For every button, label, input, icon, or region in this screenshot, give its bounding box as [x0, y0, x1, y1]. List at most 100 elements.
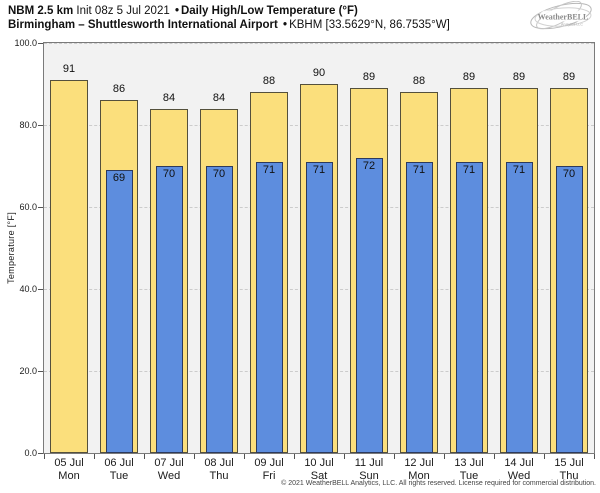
- chart-title-block: NBM 2.5 km Init 08z 5 Jul 2021 • Daily Hi…: [8, 4, 450, 32]
- x-axis-label: 08 Jul Thu: [194, 457, 244, 482]
- high-value-label: 91: [62, 62, 76, 75]
- x-label-day: Tue: [109, 469, 129, 482]
- x-label-date: 15 Jul: [554, 457, 584, 469]
- high-value-label: 89: [462, 71, 476, 84]
- x-axis-label: 12 Jul Mon: [394, 457, 444, 482]
- logo-text: WeatherBELL: [538, 13, 589, 22]
- x-label-date: 11 Jul: [354, 457, 384, 469]
- high-bar: [50, 79, 88, 453]
- high-value-label: 88: [412, 75, 426, 88]
- x-axis-tick: [93, 454, 95, 459]
- station-id: KBHM [33.5629°N, 86.7535°W]: [289, 19, 450, 31]
- logo-badge: [540, 10, 586, 22]
- title-separator: •: [174, 5, 179, 17]
- x-label-day: Sun: [359, 469, 379, 482]
- low-bar: [555, 166, 583, 453]
- high-value-label: 89: [562, 71, 576, 84]
- x-label-date: 13 Jul: [454, 457, 484, 469]
- copyright-notice: © 2021 WeatherBELL Analytics, LLC. All r…: [281, 480, 596, 487]
- y-axis-tick-label: 60.0: [19, 201, 37, 212]
- y-axis-title-text: Temperature [°F]: [6, 212, 16, 284]
- x-axis-tick: [393, 454, 395, 459]
- low-bar: [455, 161, 483, 453]
- x-axis-label: 13 Jul Tue: [444, 457, 494, 482]
- low-bar: [305, 161, 333, 453]
- chart-title-line1: NBM 2.5 km Init 08z 5 Jul 2021 • Daily Hi…: [8, 4, 450, 18]
- y-axis-tick: [38, 42, 43, 44]
- x-axis-tick: [493, 454, 495, 459]
- y-axis-tick-label: 0.0: [24, 447, 37, 458]
- low-value-label: 71: [312, 163, 326, 176]
- x-axis-tick: [243, 454, 245, 459]
- low-value-label: 69: [112, 172, 126, 185]
- x-label-date: 09 Jul: [254, 457, 284, 469]
- x-label-day: Wed: [157, 469, 181, 482]
- low-bar: [205, 166, 233, 453]
- x-axis-label: 09 Jul Fri: [244, 457, 294, 482]
- logo-subtext: Analytics LLC: [561, 23, 583, 27]
- x-axis-tick: [293, 454, 295, 459]
- x-axis-tick: [593, 454, 595, 459]
- y-axis-tick: [38, 288, 43, 290]
- model-name: NBM 2.5 km: [8, 5, 74, 17]
- x-axis-label: 14 Jul Wed: [494, 457, 544, 482]
- y-axis-tick-label: 40.0: [19, 283, 37, 294]
- y-axis-tick: [38, 370, 43, 372]
- x-label-date: 08 Jul: [204, 457, 234, 469]
- high-value-label: 88: [262, 75, 276, 88]
- x-axis-tick: [143, 454, 145, 459]
- x-label-day: Sat: [310, 469, 328, 482]
- x-axis-tick: [443, 454, 445, 459]
- y-axis-tick: [38, 452, 43, 454]
- x-label-day: Wed: [507, 469, 531, 482]
- x-axis-label: 07 Jul Wed: [144, 457, 194, 482]
- high-value-label: 84: [212, 91, 226, 104]
- x-axis-label: 05 Jul Mon: [44, 457, 94, 482]
- x-label-day: Mon: [408, 469, 430, 482]
- y-axis-tick: [38, 124, 43, 126]
- chart-plot-area: Temperature [°F] 0.0 20.0 40.0 60.0 80.0 100.…: [6, 38, 595, 482]
- x-label-day: Thu: [559, 469, 579, 482]
- low-bar: [505, 161, 533, 453]
- low-value-label: 71: [462, 163, 476, 176]
- x-label-day: Mon: [58, 469, 80, 482]
- subtitle-separator: •: [283, 19, 288, 31]
- x-label-day: Thu: [209, 469, 229, 482]
- low-value-label: 71: [412, 163, 426, 176]
- high-value-label: 90: [312, 67, 326, 79]
- x-label-day: Fri: [262, 469, 276, 482]
- x-label-date: 07 Jul: [154, 457, 184, 469]
- high-value-label: 89: [362, 71, 376, 84]
- high-value-label: 86: [112, 83, 126, 96]
- low-bar: [105, 170, 133, 453]
- x-axis-label: 11 Jul Sun: [344, 457, 394, 482]
- low-value-label: 71: [512, 163, 526, 176]
- x-label-date: 05 Jul: [54, 457, 84, 469]
- low-bar: [355, 157, 383, 453]
- y-axis-tick-label: 80.0: [19, 119, 37, 130]
- weatherbell-logo: WeatherBELL Analytics LLC: [530, 1, 592, 30]
- x-axis-tick: [343, 454, 345, 459]
- y-axis-tick-label: 100.0: [14, 37, 37, 48]
- low-value-label: 72: [362, 159, 376, 172]
- x-axis-label: 06 Jul Tue: [94, 457, 144, 482]
- x-axis-tick: [543, 454, 545, 459]
- gridline: [44, 42, 594, 44]
- chart-title-line2: Birmingham – Shuttlesworth International…: [8, 18, 450, 32]
- low-bar: [155, 166, 183, 453]
- high-value-label: 89: [512, 71, 526, 84]
- low-value-label: 71: [262, 163, 276, 176]
- high-value-label: 84: [162, 91, 176, 104]
- x-label-date: 10 Jul: [304, 457, 334, 469]
- low-value-label: 70: [212, 168, 226, 180]
- x-axis-tick: [43, 454, 45, 459]
- low-bar: [255, 161, 283, 453]
- y-axis-tick-label: 20.0: [19, 365, 37, 376]
- low-value-label: 70: [162, 168, 176, 180]
- x-label-date: 14 Jul: [504, 457, 534, 469]
- low-bar: [405, 161, 433, 453]
- y-axis-tick: [38, 206, 43, 208]
- init-time: Init 08z 5 Jul 2021: [76, 5, 170, 17]
- x-axis-label: 10 Jul Sat: [294, 457, 344, 482]
